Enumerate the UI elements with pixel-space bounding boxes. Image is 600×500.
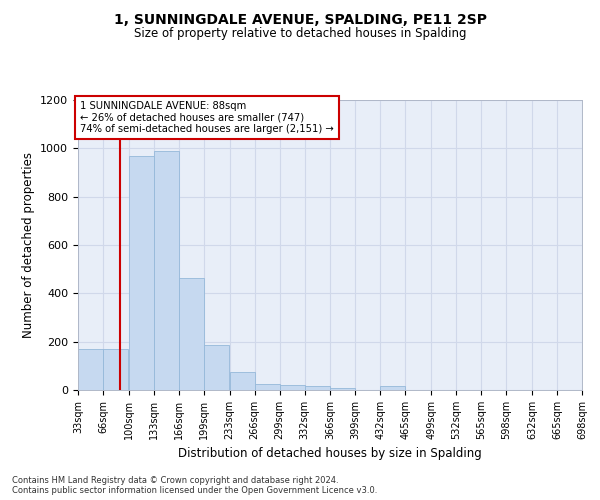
Bar: [305, 386, 329, 390]
Bar: [103, 349, 128, 390]
Text: Contains HM Land Registry data © Crown copyright and database right 2024.
Contai: Contains HM Land Registry data © Crown c…: [12, 476, 377, 495]
Y-axis label: Number of detached properties: Number of detached properties: [22, 152, 35, 338]
X-axis label: Distribution of detached houses by size in Spalding: Distribution of detached houses by size …: [178, 448, 482, 460]
Bar: [78, 349, 103, 390]
Bar: [204, 346, 229, 390]
Text: Size of property relative to detached houses in Spalding: Size of property relative to detached ho…: [134, 28, 466, 40]
Bar: [129, 156, 154, 390]
Bar: [154, 151, 179, 390]
Bar: [331, 388, 355, 390]
Bar: [254, 384, 280, 390]
Text: 1 SUNNINGDALE AVENUE: 88sqm
← 26% of detached houses are smaller (747)
74% of se: 1 SUNNINGDALE AVENUE: 88sqm ← 26% of det…: [80, 100, 334, 134]
Bar: [380, 386, 406, 390]
Bar: [179, 278, 204, 390]
Text: 1, SUNNINGDALE AVENUE, SPALDING, PE11 2SP: 1, SUNNINGDALE AVENUE, SPALDING, PE11 2S…: [113, 12, 487, 26]
Bar: [280, 385, 305, 390]
Bar: [230, 372, 254, 390]
